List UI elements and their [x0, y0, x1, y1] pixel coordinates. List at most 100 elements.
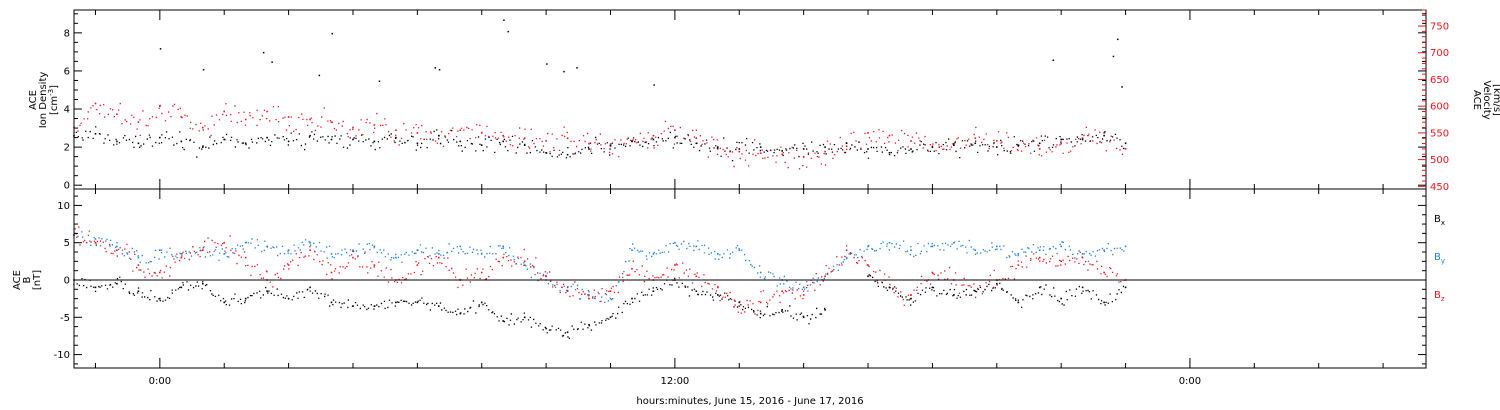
bx-series-point	[931, 286, 934, 289]
field-axis-ticks: -10 -5 0 5 10	[54, 195, 1426, 365]
bx-series-point	[1060, 297, 1062, 300]
legend-bz: Bz	[1434, 290, 1445, 303]
by-series-point	[652, 253, 655, 255]
density-series-point	[759, 146, 762, 148]
bz-series-point	[824, 275, 826, 278]
bz-series-point	[523, 260, 526, 263]
bx-series-point	[910, 297, 912, 300]
by-series-point	[867, 245, 869, 248]
bx-series-point	[480, 301, 483, 304]
density-label-line1: ACE	[28, 90, 39, 110]
density-outlier-point	[378, 80, 381, 82]
by-series-point	[931, 245, 934, 248]
density-series	[73, 126, 1125, 162]
density-series-point	[888, 152, 891, 154]
velocity-series-point	[502, 134, 504, 137]
bz-series-point	[759, 301, 762, 304]
velocity-tick-label: 550	[1430, 128, 1449, 139]
legend-by: By	[1434, 252, 1445, 265]
by-series-point	[910, 249, 912, 251]
bz-series-point	[1081, 256, 1084, 259]
bx-series-point	[888, 286, 891, 289]
velocity-series-point	[652, 134, 655, 137]
density-outlier-point	[202, 69, 205, 71]
velocity-series-point	[609, 145, 612, 148]
by-series-point	[94, 238, 97, 240]
bz-series-point	[609, 290, 612, 292]
bx-series-point	[159, 297, 161, 300]
bottom-time-ticks	[94, 189, 1384, 368]
velocity-series-point	[588, 142, 590, 145]
bx-series-point	[330, 301, 333, 304]
by-series-point	[116, 245, 118, 248]
by-series-point	[695, 245, 698, 248]
density-series-point	[717, 146, 719, 148]
bz-series-point	[180, 256, 183, 259]
bz-series-point	[287, 264, 290, 266]
velocity-series-point	[888, 134, 891, 137]
density-outlier-point	[318, 74, 321, 77]
by-series-point	[266, 245, 268, 248]
density-series-point	[974, 142, 977, 145]
density-series-point	[545, 152, 547, 154]
time-tick-label: 0:00	[1179, 376, 1201, 387]
bx-series-point	[695, 290, 698, 292]
by-series-point	[845, 256, 848, 259]
bz-series-point	[1103, 271, 1105, 274]
density-outlier-point	[1112, 55, 1115, 58]
by-series-point	[502, 245, 504, 248]
density-axis-label: ACE Ion Density [cm-3]	[28, 72, 60, 129]
field-tick-label: 0	[64, 275, 70, 286]
time-tick-label: 12:00	[660, 376, 689, 387]
bz-series-point	[1038, 256, 1041, 259]
by-series-point	[244, 241, 247, 244]
density-series-point	[845, 142, 848, 145]
velocity-series	[73, 102, 1125, 170]
density-series-point	[180, 140, 183, 143]
bx-series-point	[373, 305, 376, 307]
density-velocity-data	[73, 19, 1127, 170]
by-series-point	[802, 286, 805, 289]
bx-series-point	[974, 290, 977, 292]
density-series-point	[867, 148, 869, 150]
bz-series-point	[480, 271, 483, 274]
bz-series-point	[416, 264, 419, 266]
bx-series-point	[588, 323, 590, 326]
velocity-series-point	[1017, 145, 1020, 148]
density-series-point	[266, 136, 268, 139]
bz-series-point	[631, 268, 633, 270]
density-series-point	[502, 140, 504, 143]
density-outlier-point	[262, 51, 265, 54]
by-series-point	[287, 249, 290, 251]
bz-series-point	[1017, 264, 1020, 266]
bz-series-point	[502, 256, 504, 259]
field-tick-label: 5	[64, 238, 70, 249]
velocity-series-point	[352, 126, 354, 129]
velocity-series-point	[1038, 148, 1041, 150]
bx-series-point	[824, 309, 826, 311]
density-series-point	[1017, 144, 1020, 146]
velocity-series-point	[1103, 132, 1105, 134]
bz-series-point	[717, 286, 719, 289]
density-series-point	[330, 138, 333, 141]
bx-series-point	[545, 327, 547, 330]
by-series-point	[717, 253, 719, 255]
by-series-point	[523, 264, 526, 266]
by-series-point	[888, 241, 891, 244]
bx-series-point	[652, 290, 655, 292]
velocity-series-point	[824, 150, 826, 153]
bx-series-point	[609, 316, 612, 319]
bx-series-point	[287, 297, 290, 300]
density-series-point	[674, 136, 676, 139]
bz-series-point	[910, 294, 912, 296]
density-series-point	[352, 138, 354, 141]
by-series	[74, 231, 1125, 303]
bottom-panel-frame	[73, 188, 1427, 369]
density-tick-label: 4	[64, 105, 70, 116]
by-series-point	[223, 253, 225, 255]
velocity-tick-label: 500	[1430, 155, 1449, 166]
by-series-point	[330, 253, 333, 255]
by-series-point	[1060, 245, 1062, 248]
bz-series-point	[352, 256, 354, 259]
top-panel-frame	[73, 9, 1427, 190]
